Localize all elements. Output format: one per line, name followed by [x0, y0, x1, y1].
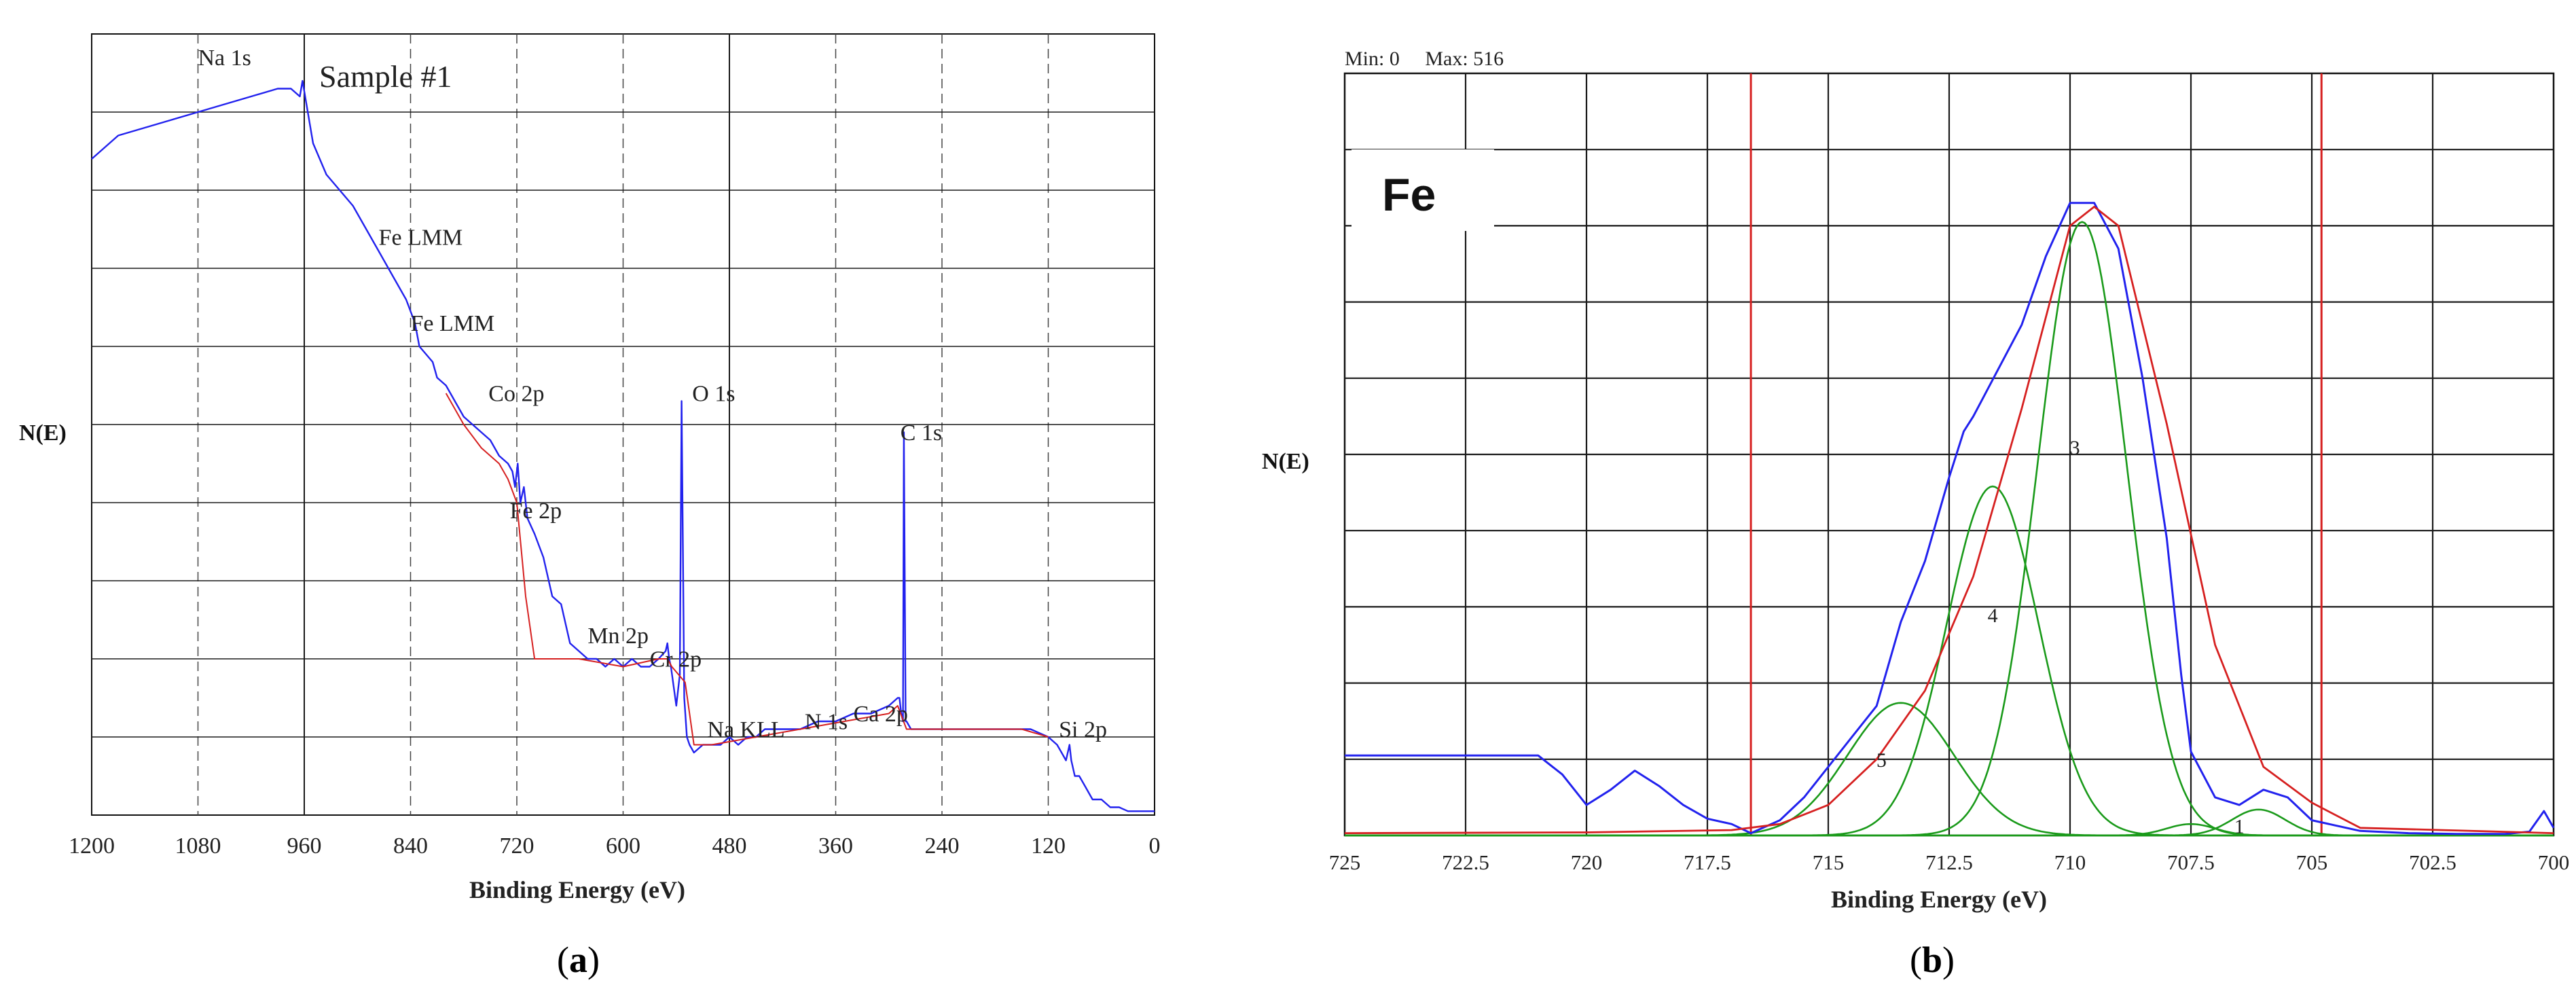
x-tick-label: 240: [925, 833, 960, 859]
spectrum-line: [91, 79, 1155, 812]
peak-label: Si 2p: [1059, 717, 1107, 742]
element-label: Fe: [1382, 169, 1436, 221]
y-axis-label: N(E): [19, 420, 67, 446]
x-tick-label: 702.5: [2409, 850, 2456, 874]
x-tick-label: 960: [287, 833, 322, 859]
background-line: [445, 393, 1049, 746]
x-tick-labels: 725 722.5 720 717.5 715 712.5 710 707.5 705 702.5…: [1329, 850, 2570, 874]
x-tick-label: 712.5: [1925, 850, 1973, 874]
spectrum-line: [1345, 202, 2555, 835]
peak-label: C 1s: [901, 420, 942, 446]
peak-label: Mn 2p: [587, 624, 649, 649]
element-label-box: [1352, 149, 1494, 231]
x-tick-label: 600: [606, 833, 640, 859]
x-tick-label: 1200: [69, 833, 115, 859]
panel-caption-b: (b): [1910, 939, 1955, 980]
y-axis-label: N(E): [1262, 449, 1309, 474]
x-tick-label: 725: [1329, 850, 1361, 874]
min-max-header: Min: 0 Max: 516: [1345, 48, 1504, 70]
x-axis-label: Binding Energy (eV): [469, 876, 685, 903]
x-tick-label: 717.5: [1684, 850, 1731, 874]
x-tick-label: 720: [500, 833, 534, 859]
x-tick-label: 360: [818, 833, 853, 859]
survey-spectrum-chart: 1200 1080 960 840 720 600 480 360 240 120 0 Na 1sF…: [19, 33, 1161, 903]
x-tick-label: 0: [1149, 833, 1161, 859]
component-number-label: 1: [2234, 816, 2245, 838]
x-tick-label: 720: [1571, 850, 1603, 874]
x-tick-label: 120: [1031, 833, 1066, 859]
region-markers: [1749, 73, 2323, 835]
component-labels: 3 4 5 1: [1876, 437, 2245, 838]
grid: [91, 33, 1155, 816]
component-number-label: 4: [1988, 605, 1998, 627]
peak-label: O 1s: [692, 382, 735, 407]
component-peak-line: [1345, 702, 2554, 837]
chart-title: Sample #1: [319, 59, 452, 94]
peak-label: Fe 2p: [510, 499, 562, 524]
peak-label: Ca 2p: [854, 702, 908, 727]
peak-label: Fe LMM: [379, 226, 463, 251]
x-tick-labels: 1200 1080 960 840 720 600 480 360 240 120 0: [69, 833, 1161, 859]
x-tick-label: 705: [2296, 850, 2328, 874]
peak-label: Fe LMM: [411, 311, 495, 336]
x-tick-label: 710: [2054, 850, 2086, 874]
x-tick-label: 707.5: [2167, 850, 2215, 874]
peak-label: Na KLL: [707, 717, 784, 742]
plot-series: [1344, 202, 2555, 837]
x-tick-label: 480: [712, 833, 747, 859]
component-number-label: 5: [1876, 749, 1887, 772]
peak-label: Na 1s: [198, 46, 251, 71]
chart-panel-b: Min: 0 Max: 516 725 722.5 720 717.5 715 712.5…: [1250, 0, 2576, 991]
peak-annotations: Na 1s Fe LMM Fe LMM Co 2p O 1s C 1s Fe 2p Mn 2p…: [198, 46, 1108, 742]
grid: [1343, 72, 2555, 837]
x-tick-label: 840: [393, 833, 428, 859]
component-number-label: 3: [2070, 437, 2080, 459]
panel-caption-a: (a): [557, 939, 600, 980]
x-axis-label: Binding Energy (eV): [1831, 886, 2047, 913]
caption-letter: b: [1921, 939, 1943, 980]
plot-series: [91, 79, 1155, 812]
peak-label: Co 2p: [488, 382, 544, 407]
x-tick-label: 722.5: [1442, 850, 1489, 874]
chart-panel-a: 1200 1080 960 840 720 600 480 360 240 120 0 Na 1s F…: [0, 0, 1168, 991]
caption-letter: a: [568, 939, 587, 980]
envelope-line: [1344, 205, 2554, 834]
x-tick-label: 715: [1813, 850, 1845, 874]
fe-2p-fit-chart: Min: 0 Max: 516 725 722.5 720 717.5 715 712.5…: [1262, 48, 2570, 913]
peak-label: Cr 2p: [650, 647, 702, 672]
x-tick-label: 700: [2538, 850, 2570, 874]
peak-label: N 1s: [805, 710, 848, 735]
x-tick-label: 1080: [175, 833, 221, 859]
